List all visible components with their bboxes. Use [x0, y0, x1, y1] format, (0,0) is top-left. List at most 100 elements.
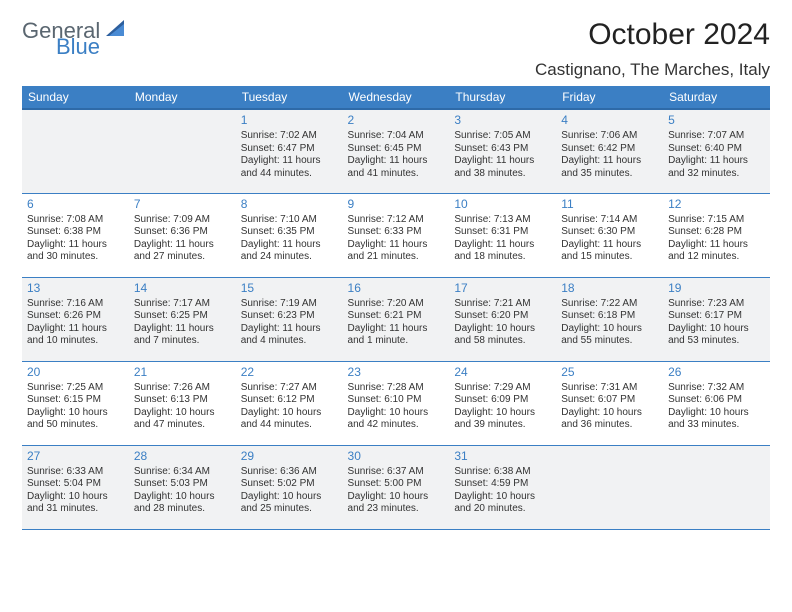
weekday-header: Tuesday	[236, 86, 343, 109]
daylight-text: Daylight: 11 hours and 7 minutes.	[134, 323, 231, 348]
sunrise-text: Sunrise: 7:16 AM	[27, 298, 124, 311]
daylight-text: Daylight: 11 hours and 27 minutes.	[134, 239, 231, 264]
daylight-text: Daylight: 11 hours and 44 minutes.	[241, 155, 338, 180]
weekday-header: Monday	[129, 86, 236, 109]
day-number: 19	[668, 281, 765, 296]
calendar-day-cell	[556, 445, 663, 529]
sunset-text: Sunset: 6:45 PM	[348, 143, 445, 156]
location: Castignano, The Marches, Italy	[22, 60, 770, 80]
calendar-day-cell: 12Sunrise: 7:15 AMSunset: 6:28 PMDayligh…	[663, 193, 770, 277]
weekday-header: Thursday	[449, 86, 556, 109]
sunrise-text: Sunrise: 7:10 AM	[241, 214, 338, 227]
sunrise-text: Sunrise: 7:14 AM	[561, 214, 658, 227]
calendar-day-cell	[22, 109, 129, 193]
daylight-text: Daylight: 11 hours and 38 minutes.	[454, 155, 551, 180]
sunrise-text: Sunrise: 6:33 AM	[27, 466, 124, 479]
sunrise-text: Sunrise: 7:25 AM	[27, 382, 124, 395]
daylight-text: Daylight: 10 hours and 20 minutes.	[454, 491, 551, 516]
daylight-text: Daylight: 11 hours and 4 minutes.	[241, 323, 338, 348]
day-number: 14	[134, 281, 231, 296]
calendar-day-cell: 4Sunrise: 7:06 AMSunset: 6:42 PMDaylight…	[556, 109, 663, 193]
sunset-text: Sunset: 6:42 PM	[561, 143, 658, 156]
day-number: 27	[27, 449, 124, 464]
sunset-text: Sunset: 6:47 PM	[241, 143, 338, 156]
daylight-text: Daylight: 10 hours and 39 minutes.	[454, 407, 551, 432]
sunrise-text: Sunrise: 6:38 AM	[454, 466, 551, 479]
day-number: 25	[561, 365, 658, 380]
calendar-day-cell: 29Sunrise: 6:36 AMSunset: 5:02 PMDayligh…	[236, 445, 343, 529]
day-number: 10	[454, 197, 551, 212]
sunset-text: Sunset: 6:40 PM	[668, 143, 765, 156]
daylight-text: Daylight: 10 hours and 36 minutes.	[561, 407, 658, 432]
day-number: 9	[348, 197, 445, 212]
calendar-day-cell: 21Sunrise: 7:26 AMSunset: 6:13 PMDayligh…	[129, 361, 236, 445]
sunset-text: Sunset: 6:31 PM	[454, 226, 551, 239]
sunset-text: Sunset: 6:20 PM	[454, 310, 551, 323]
calendar-day-cell: 20Sunrise: 7:25 AMSunset: 6:15 PMDayligh…	[22, 361, 129, 445]
sunset-text: Sunset: 6:26 PM	[27, 310, 124, 323]
daylight-text: Daylight: 10 hours and 42 minutes.	[348, 407, 445, 432]
calendar-day-cell	[663, 445, 770, 529]
calendar-week-row: 6Sunrise: 7:08 AMSunset: 6:38 PMDaylight…	[22, 193, 770, 277]
calendar-day-cell: 23Sunrise: 7:28 AMSunset: 6:10 PMDayligh…	[343, 361, 450, 445]
sunset-text: Sunset: 6:07 PM	[561, 394, 658, 407]
calendar-week-row: 27 Sunrise: 6:33 AMSunset: 5:04 PM Dayligh…	[22, 445, 770, 529]
calendar-day-cell: 18Sunrise: 7:22 AMSunset: 6:18 PMDayligh…	[556, 277, 663, 361]
daylight-text: Daylight: 10 hours and 55 minutes.	[561, 323, 658, 348]
day-number: 26	[668, 365, 765, 380]
daylight-text: Daylight: 10 hours and 25 minutes.	[241, 491, 338, 516]
day-number: 5	[668, 113, 765, 128]
day-number: 28	[134, 449, 231, 464]
daylight-text: Daylight: 10 hours and 44 minutes.	[241, 407, 338, 432]
sunset-text: Sunset: 5:03 PM	[134, 478, 231, 491]
page-title: October 2024	[588, 18, 770, 52]
calendar-day-cell: 17Sunrise: 7:21 AMSunset: 6:20 PMDayligh…	[449, 277, 556, 361]
calendar-day-cell: 31Sunrise: 6:38 AMSunset: 4:59 PMDayligh…	[449, 445, 556, 529]
day-number: 23	[348, 365, 445, 380]
weekday-header: Sunday	[22, 86, 129, 109]
sunset-text: Sunset: 6:06 PM	[668, 394, 765, 407]
sunset-text: Sunset: 6:12 PM	[241, 394, 338, 407]
sunrise-text: Sunrise: 6:37 AM	[348, 466, 445, 479]
title-block: October 2024	[588, 18, 770, 52]
sunset-text: Sunset: 6:10 PM	[348, 394, 445, 407]
day-number: 29	[241, 449, 338, 464]
day-number: 8	[241, 197, 338, 212]
day-number: 31	[454, 449, 551, 464]
daylight-text: Daylight: 10 hours and 50 minutes.	[27, 407, 124, 432]
weekday-header: Friday	[556, 86, 663, 109]
daylight-text: Daylight: 11 hours and 18 minutes.	[454, 239, 551, 264]
calendar-day-cell: 28Sunrise: 6:34 AMSunset: 5:03 PMDayligh…	[129, 445, 236, 529]
weekday-header: Saturday	[663, 86, 770, 109]
day-number: 22	[241, 365, 338, 380]
daylight-text: Daylight: 11 hours and 24 minutes.	[241, 239, 338, 264]
weekday-header: Wednesday	[343, 86, 450, 109]
day-number: 30	[348, 449, 445, 464]
calendar-body: 1Sunrise: 7:02 AMSunset: 6:47 PMDaylight…	[22, 109, 770, 529]
calendar-day-cell: 5Sunrise: 7:07 AMSunset: 6:40 PMDaylight…	[663, 109, 770, 193]
calendar-day-cell: 1Sunrise: 7:02 AMSunset: 6:47 PMDaylight…	[236, 109, 343, 193]
day-number: 4	[561, 113, 658, 128]
sunrise-text: Sunrise: 7:02 AM	[241, 130, 338, 143]
calendar-week-row: 1Sunrise: 7:02 AMSunset: 6:47 PMDaylight…	[22, 109, 770, 193]
sunset-text: Sunset: 6:30 PM	[561, 226, 658, 239]
daylight-text: Daylight: 11 hours and 1 minute.	[348, 323, 445, 348]
calendar-day-cell: 26Sunrise: 7:32 AMSunset: 6:06 PMDayligh…	[663, 361, 770, 445]
daylight-text: Daylight: 10 hours and 23 minutes.	[348, 491, 445, 516]
day-number: 13	[27, 281, 124, 296]
sunrise-text: Sunrise: 7:19 AM	[241, 298, 338, 311]
sunrise-text: Sunrise: 7:21 AM	[454, 298, 551, 311]
daylight-text: Daylight: 11 hours and 10 minutes.	[27, 323, 124, 348]
daylight-text: Daylight: 10 hours and 53 minutes.	[668, 323, 765, 348]
sunset-text: Sunset: 5:04 PM	[27, 478, 124, 491]
sunrise-text: Sunrise: 7:15 AM	[668, 214, 765, 227]
sunrise-text: Sunrise: 7:17 AM	[134, 298, 231, 311]
calendar-table: Sunday Monday Tuesday Wednesday Thursday…	[22, 86, 770, 530]
sunrise-text: Sunrise: 7:31 AM	[561, 382, 658, 395]
sunset-text: Sunset: 6:36 PM	[134, 226, 231, 239]
calendar-day-cell: 13 Sunrise: 7:16 AMSunset: 6:26 PMDayligh…	[22, 277, 129, 361]
sunrise-text: Sunrise: 7:05 AM	[454, 130, 551, 143]
sunrise-text: Sunrise: 7:04 AM	[348, 130, 445, 143]
sunrise-text: Sunrise: 7:09 AM	[134, 214, 231, 227]
sunrise-text: Sunrise: 7:22 AM	[561, 298, 658, 311]
